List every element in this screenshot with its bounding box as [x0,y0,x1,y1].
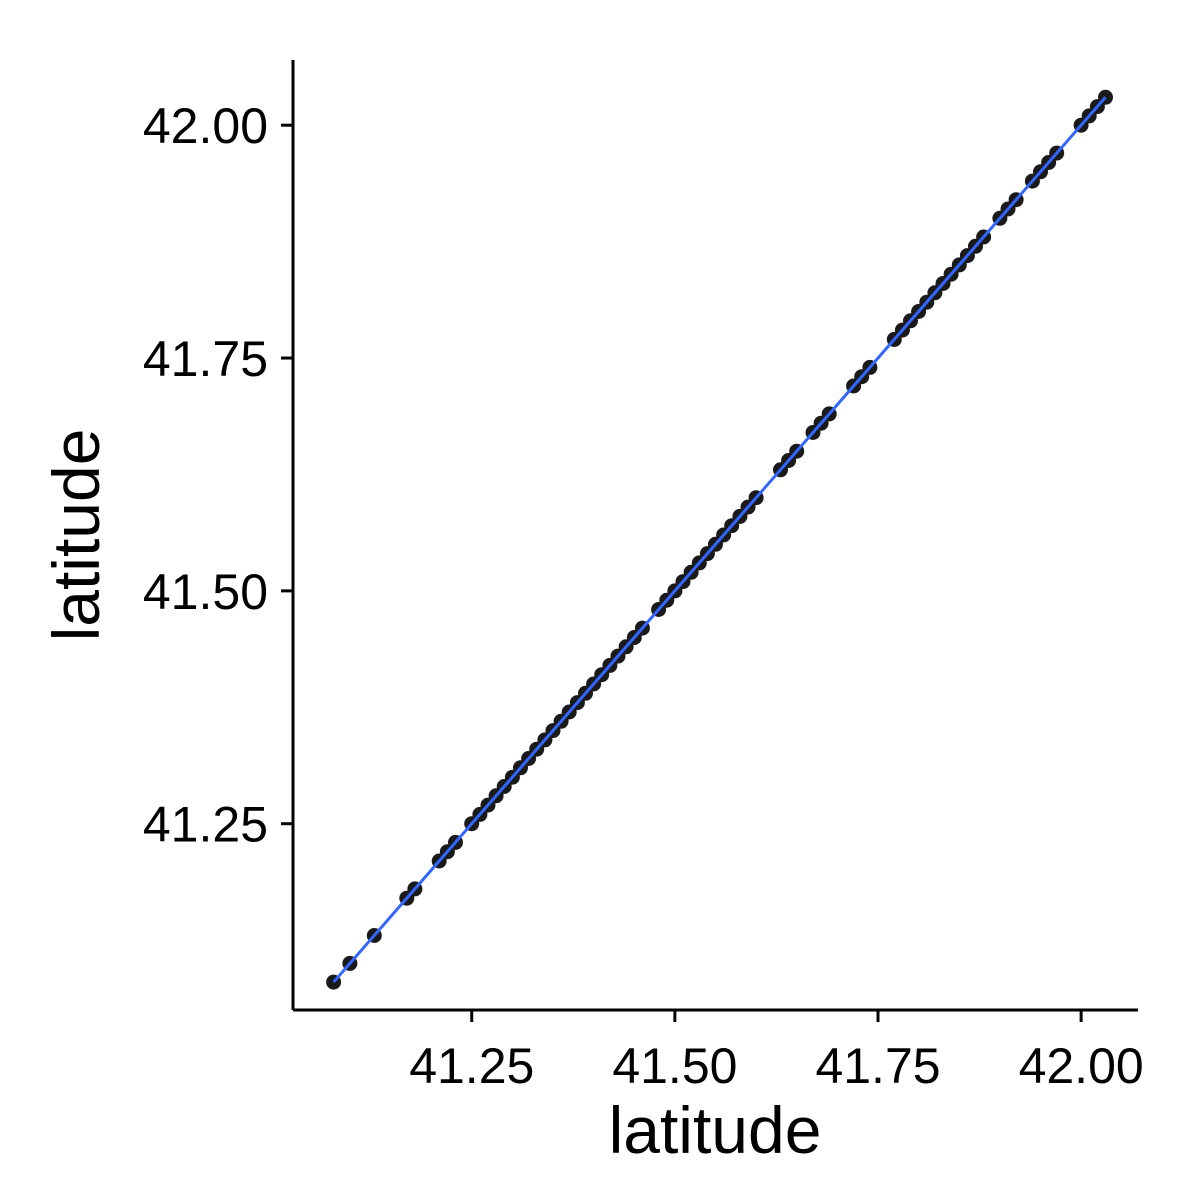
y-axis-ticks: 41.25 41.50 41.75 42.00 [143,98,293,853]
x-tick-label-0: 41.25 [409,1038,534,1094]
y-tick-label-2: 41.75 [143,331,268,387]
x-tick-label-3: 42.00 [1019,1038,1144,1094]
y-tick-label-3: 42.00 [143,98,268,154]
x-tick-label-1: 41.50 [612,1038,737,1094]
x-axis-title: latitude [609,1093,822,1167]
y-axis-title: latitude [39,429,113,642]
y-tick-label-0: 41.25 [143,797,268,853]
y-tick-label-1: 41.50 [143,564,268,620]
x-axis-ticks: 41.25 41.50 41.75 42.00 [409,1010,1144,1094]
x-tick-label-2: 41.75 [815,1038,940,1094]
fit-line [332,96,1107,984]
